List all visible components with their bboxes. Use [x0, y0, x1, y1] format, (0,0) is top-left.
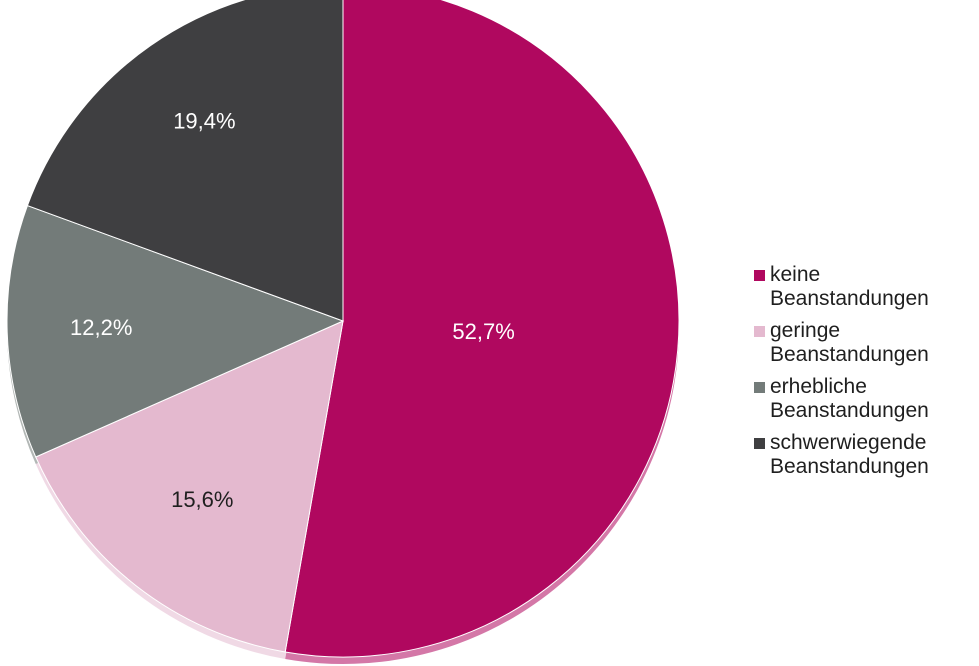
legend-label-line1: keine — [770, 263, 821, 286]
legend-swatch — [754, 270, 765, 281]
legend-item-erhebliche: erhebliche Beanstandungen — [752, 375, 977, 423]
legend-label-line2: Beanstandungen — [770, 455, 929, 478]
legend-label-line1: geringe — [770, 319, 841, 342]
legend-swatch — [754, 438, 765, 449]
pie-slice-keine — [284, 0, 680, 658]
pie-chart: 52,7% 15,6% 12,2% 19,4% — [6, 0, 680, 664]
legend-swatch — [754, 326, 765, 337]
legend-swatch — [754, 382, 765, 393]
pie-slice-erhebliche — [6, 204, 345, 458]
legend-label-line1: erhebliche — [770, 375, 867, 398]
pie-labels: 52,7% 15,6% 12,2% 19,4% — [70, 109, 515, 512]
pie-slices — [6, 0, 680, 658]
legend-label-line2: Beanstandungen — [770, 399, 929, 422]
legend-item-schwerwiegende: schwerwiegende Beanstandungen — [752, 431, 977, 479]
slice-data-label: 15,6% — [171, 487, 233, 512]
legend-label-line2: Beanstandungen — [770, 287, 929, 310]
legend-label-line1: schwerwiegende — [770, 431, 927, 454]
pie-slice-schwerwiegende — [26, 0, 344, 322]
legend-label-line2: Beanstandungen — [770, 343, 929, 366]
pie-slice-geringe — [35, 320, 344, 653]
legend-item-keine: keine Beanstandungen — [752, 263, 977, 311]
legend-item-geringe: geringe Beanstandungen — [752, 319, 977, 367]
slice-data-label: 12,2% — [70, 315, 132, 340]
slice-data-label: 19,4% — [173, 109, 235, 134]
slice-data-label: 52,7% — [452, 319, 514, 344]
chart-legend: keine Beanstandungen geringe Beanstandun… — [752, 263, 977, 487]
